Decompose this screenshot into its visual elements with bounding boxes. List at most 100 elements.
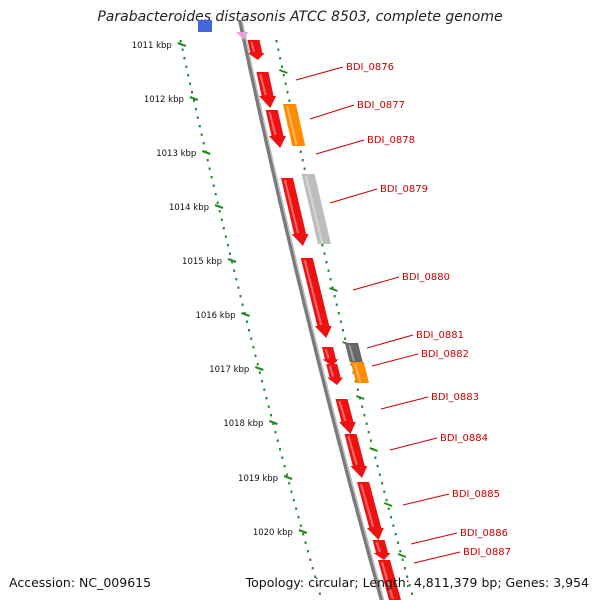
ruler-dot <box>292 499 295 502</box>
gene-leader-line <box>371 353 419 367</box>
outer-tick <box>329 287 338 292</box>
ruler-dot <box>222 227 225 230</box>
ruler-dot <box>191 91 193 94</box>
ruler-dot <box>218 210 221 213</box>
gene-arrow-partial-sheen <box>250 41 256 53</box>
kbp-tick <box>254 365 264 372</box>
ruler-dot <box>281 456 284 459</box>
kbp-label: 1013 kbp <box>156 149 196 159</box>
ruler-dot <box>342 329 344 332</box>
gene-leader-line <box>413 551 461 564</box>
gene-feature-sheen <box>353 363 362 383</box>
accession-text: Accession: NC_009615 <box>9 575 152 590</box>
ruler-dot <box>250 337 253 340</box>
ruler-dot <box>276 439 279 442</box>
ruler-dot <box>179 40 182 43</box>
backbone <box>238 19 385 600</box>
ruler-dot <box>277 48 280 51</box>
kbp-tick <box>189 95 199 102</box>
ruler-dot <box>329 278 332 281</box>
ruler-dot <box>267 405 270 408</box>
ruler-dot <box>288 99 291 102</box>
gene-leader-line <box>329 188 378 204</box>
ruler-dot <box>410 592 413 595</box>
ruler-dot <box>399 550 402 553</box>
ruler-dot <box>318 592 321 595</box>
gene-feature <box>378 560 401 600</box>
ruler-dot <box>237 286 240 289</box>
gene-arrow-unlabeled-sheen <box>328 365 335 377</box>
ruler-dot <box>383 490 386 493</box>
ruler-dot <box>323 252 326 255</box>
gene-arrow-unlabeled-sheen <box>303 259 323 326</box>
gene-label: BDI_0880 <box>402 272 450 283</box>
ruler-dot <box>212 184 215 187</box>
gene-label: BDI_0884 <box>440 433 488 444</box>
ruler-dot <box>216 201 219 204</box>
gene-feature <box>345 343 363 362</box>
gene-leader-line <box>309 104 355 120</box>
gene-feature-sheen <box>283 179 300 234</box>
ruler-dot <box>286 91 289 94</box>
ruler-dot <box>337 312 340 315</box>
gene-leader-line <box>410 532 458 545</box>
ruler-dot <box>401 558 404 561</box>
outer-tick <box>369 447 379 452</box>
gene-label: BDI_0881 <box>416 330 464 341</box>
ruler-dot <box>408 584 411 587</box>
gene-label: BDI_0876 <box>346 62 394 73</box>
ruler-dot <box>397 541 399 544</box>
partial-feature-pink <box>236 32 248 40</box>
kbp-label: 1020 kbp <box>253 528 293 538</box>
ruler-dot <box>274 431 277 434</box>
gene-feature <box>265 110 286 148</box>
ruler-dot <box>284 82 287 85</box>
ruler-dot <box>281 65 283 68</box>
kbp-tick <box>241 311 250 318</box>
kbp-label: 1018 kbp <box>223 419 263 429</box>
ruler-dot <box>304 541 307 544</box>
gene-label: BDI_0887 <box>463 547 511 558</box>
ruler-dot <box>288 482 291 485</box>
kbp-label: 1016 kbp <box>195 311 235 321</box>
ruler-dot <box>356 388 359 391</box>
ruler-dot <box>198 125 201 128</box>
gene-feature <box>281 178 309 246</box>
ruler-dot <box>239 295 242 298</box>
kbp-label: 1012 kbp <box>144 95 184 105</box>
backbone-line <box>238 19 385 600</box>
ruler-dot <box>200 133 203 136</box>
ruler-dot <box>390 516 393 519</box>
ruler-dot <box>193 99 195 102</box>
gene-feature <box>335 399 356 434</box>
ruler-dot <box>189 82 192 85</box>
kbp-label: 1014 kbp <box>169 203 209 213</box>
ruler-dot <box>279 57 282 60</box>
ruler-dot <box>187 74 190 77</box>
outer-tick <box>397 553 407 558</box>
ruler-dot <box>254 354 257 357</box>
ruler-dot <box>220 218 223 221</box>
ruler-dot <box>301 159 304 162</box>
kbp-tick <box>283 474 293 481</box>
gene-arrow-unlabeled <box>326 364 344 385</box>
gene-feature-sheen <box>286 105 298 146</box>
partial-feature-blue <box>198 20 212 32</box>
ruler-dot <box>333 295 336 298</box>
gene-feature-sheen <box>348 344 355 362</box>
ruler-dot <box>339 320 342 323</box>
ruler-dot <box>233 269 236 272</box>
gene-feature <box>357 482 384 540</box>
gene-leader-line <box>295 66 344 81</box>
ruler-dot <box>272 422 275 425</box>
ruler-dot <box>297 516 300 519</box>
gene-feature <box>301 174 331 244</box>
ruler-dot <box>303 167 306 170</box>
gene-label: BDI_0882 <box>421 349 469 360</box>
ruler-dot <box>206 159 209 162</box>
gene-leader-line <box>315 139 365 155</box>
ruler-dot <box>316 584 319 587</box>
gene-feature <box>350 362 369 383</box>
ruler-dot <box>283 465 286 468</box>
ruler-dot <box>394 533 397 536</box>
